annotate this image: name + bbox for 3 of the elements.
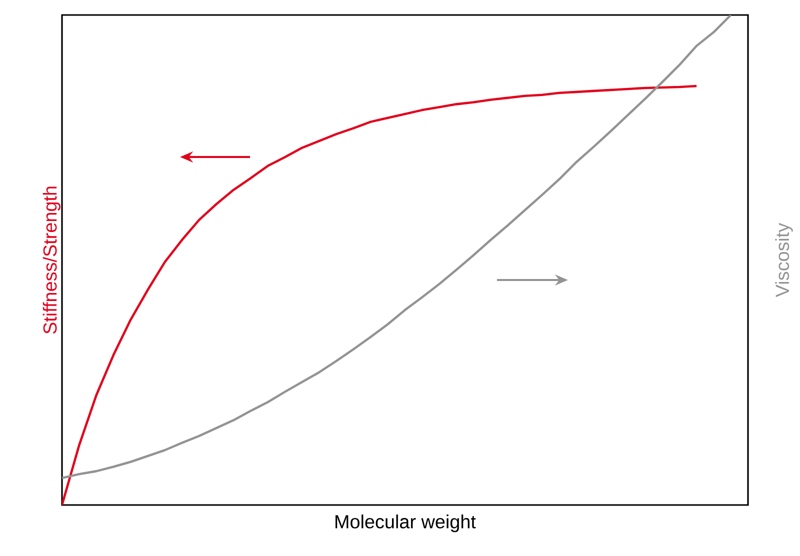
x-axis-title: Molecular weight	[336, 514, 476, 532]
y2-axis-title: Viscosity	[775, 222, 793, 298]
y-axis-title: Stiffness/Strength	[42, 186, 60, 334]
